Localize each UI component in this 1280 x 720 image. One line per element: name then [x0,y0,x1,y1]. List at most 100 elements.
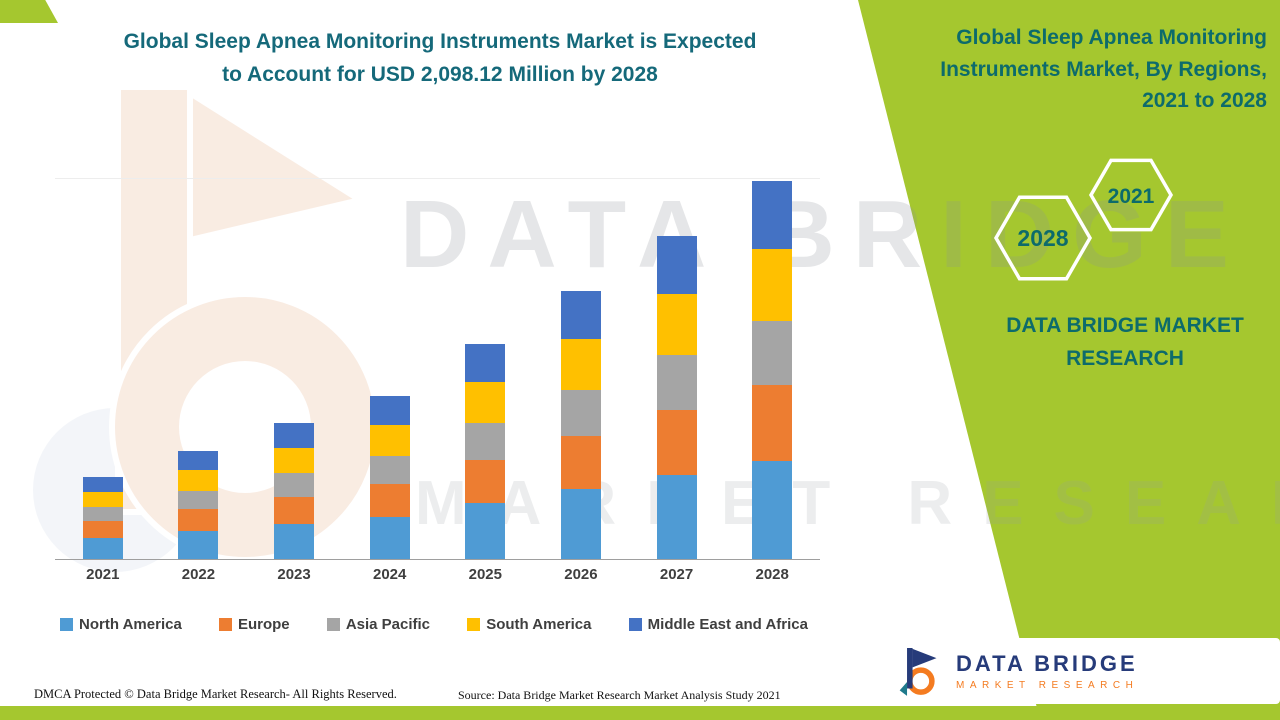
bar-2026 [560,290,601,559]
brand-logo-name: DATA BRIDGE [956,651,1138,676]
legend-label: Asia Pacific [345,616,431,633]
panel-title-line3: 2021 to 2028 [1142,89,1267,112]
bar-segment-south-america [752,248,793,321]
brand-logo-box: DATA BRIDGE MARKET RESEARCH [868,638,1280,704]
x-axis-label-2028: 2028 [755,566,789,583]
bar-segment-asia-pacific [274,473,315,497]
bar-segment-middle-east-and-africa [560,290,601,340]
legend-item-asia-pacific: Asia Pacific [326,616,431,633]
bar-segment-asia-pacific [560,390,601,436]
bar-segment-north-america [465,503,506,559]
bar-segment-europe [178,509,219,531]
bar-segment-middle-east-and-africa [656,235,697,294]
legend-swatch [218,618,232,631]
legend-swatch [467,618,481,631]
bar-2022 [178,450,219,559]
bar-segment-asia-pacific [369,456,410,485]
bar-2028 [752,181,793,559]
bar-segment-south-america [560,339,601,391]
data-bridge-logo-icon [899,648,937,696]
x-axis-labels: 2021 2022 2023 2024 2025 2026 2027 2028 [55,566,820,583]
legend-label: Middle East and Africa [647,616,808,633]
watermark-text-market-research: MARKET RESEARCH [415,469,1280,538]
chart-title-line2: to Account for USD 2,098.12 Million by 2… [222,62,658,86]
bar-segment-north-america [274,523,315,559]
x-axis-label-2024: 2024 [373,566,407,583]
bar-segment-south-america [465,382,506,424]
bars-area [55,179,820,559]
watermark-text-data-bridge: DATA BRIDGE [400,181,1247,288]
bar-segment-asia-pacific [465,423,506,460]
bar-segment-asia-pacific [82,507,123,522]
bar-segment-middle-east-and-africa [178,450,219,471]
x-axis-label-2022: 2022 [181,566,216,583]
legend-swatch [326,618,340,631]
top-left-green-accent [0,0,58,23]
x-axis-label-2023: 2023 [277,566,311,583]
panel-title-line1: Global Sleep Apnea Monitoring [956,26,1267,49]
dmca-notice: DMCA Protected © Data Bridge Market Rese… [34,687,397,701]
bar-segment-south-america [656,293,697,356]
bar-segment-asia-pacific [752,320,793,385]
hexagon-2021 [1088,158,1174,232]
legend-label: North America [79,616,182,633]
bar-2025 [465,343,506,559]
bar-segment-north-america [82,537,123,559]
bar-segment-middle-east-and-africa [752,181,793,249]
bar-segment-europe [82,521,123,538]
bar-segment-south-america [369,425,410,457]
x-axis-label-2027: 2027 [659,566,694,583]
bar-segment-europe [369,484,410,517]
x-axis-label-2026: 2026 [564,566,598,583]
brand-logo-text: DATA BRIDGE MARKET RESEARCH [956,651,1138,691]
bar-2024 [369,396,410,559]
chart-title-line1: Global Sleep Apnea Monitoring Instrument… [123,30,757,53]
bar-segment-europe [656,410,697,475]
bar-segment-asia-pacific [656,355,697,411]
bar-segment-middle-east-and-africa [465,343,506,383]
year-hexagons: 2021 2028 [993,158,1174,281]
legend-label: Europe [237,616,290,633]
bar-segment-south-america [82,491,123,508]
bar-segment-south-america [178,470,219,491]
legend: North America Europe Asia Pacific South Ame… [60,616,808,633]
bottom-green-strip [0,706,1280,720]
panel-brand-line1: DATA BRIDGE MARKET [1006,314,1244,337]
bar-segment-north-america [752,460,793,559]
legend-item-south-america: South America [467,616,592,633]
legend-swatch [628,618,642,631]
legend-item-middle-east-and-africa: Middle East and Africa [628,616,808,633]
plot-area [55,178,820,560]
panel-brand-line2: RESEARCH [1066,346,1184,370]
legend-swatch [60,618,73,631]
chart-title: Global Sleep Apnea Monitoring Instrument… [55,26,825,91]
bar-segment-europe [560,435,601,490]
legend-label: South America [486,616,592,633]
panel-title: Global Sleep Apnea Monitoring Instrument… [885,22,1267,117]
bar-segment-north-america [560,489,601,559]
bar-segment-middle-east-and-africa [274,423,315,448]
bar-segment-north-america [178,530,219,559]
bar-segment-north-america [656,474,697,559]
bar-segment-middle-east-and-africa [369,396,410,426]
bar-2023 [274,423,315,559]
bar-segment-middle-east-and-africa [82,477,123,492]
bar-segment-north-america [369,516,410,559]
bar-2021 [82,477,123,559]
x-axis-label-2021: 2021 [86,566,120,583]
bar-segment-south-america [274,447,315,474]
panel-brand-text: DATA BRIDGE MARKET RESEARCH [960,310,1280,375]
legend-item-europe: Europe [218,616,290,633]
bar-2027 [656,235,697,559]
bar-segment-europe [752,384,793,461]
legend-item-north-america: North America [60,616,182,633]
brand-logo-subtitle: MARKET RESEARCH [956,680,1139,691]
hexagon-2028-label: 2028 [1017,225,1068,251]
source-note: Source: Data Bridge Market Research Mark… [458,688,781,702]
hexagon-2028 [993,195,1093,281]
panel-title-line2: Instruments Market, By Regions, [940,57,1267,81]
bar-segment-europe [465,459,506,503]
bar-segment-europe [274,496,315,524]
bar-segment-asia-pacific [178,490,219,510]
hexagon-2021-label: 2021 [1108,185,1155,208]
